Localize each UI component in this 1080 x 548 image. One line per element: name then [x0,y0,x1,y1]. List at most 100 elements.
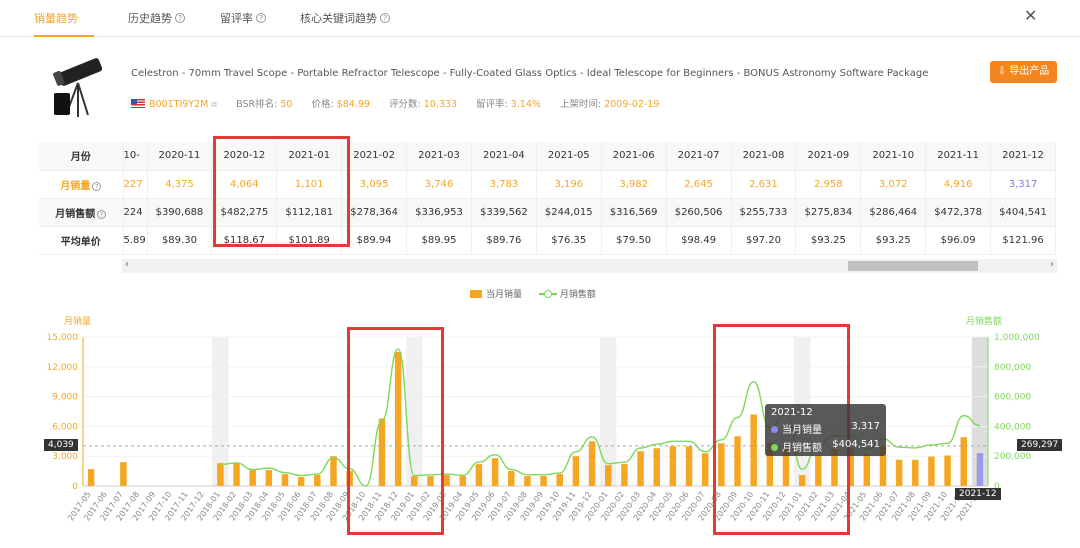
table-cell: $482,275 [211,198,278,227]
bar[interactable] [895,459,903,486]
scroll-left-icon[interactable]: ‹ [125,259,129,270]
bar[interactable] [976,453,984,486]
table-cell: 2021-05 [536,142,602,171]
table-cell: 2,631 [731,170,797,199]
bar[interactable] [508,471,515,486]
bar[interactable] [120,462,127,486]
shaded-band [971,337,988,486]
bar[interactable] [427,476,434,486]
bar[interactable] [556,474,563,486]
bar[interactable] [524,476,531,486]
bar[interactable] [718,443,725,486]
table-cell: $118.67 [211,226,278,255]
bar[interactable] [459,476,467,486]
bar[interactable] [621,464,628,486]
table-row: 平均单价 5.89 $89.30 $118.67 $101.89 $89.94 $89.95… [39,226,1056,255]
table-cell: 2,645 [666,170,732,199]
us-flag-icon [131,99,145,108]
table-cell: -10 [123,142,148,171]
table-cell: 227 [123,170,148,199]
bar[interactable] [297,477,305,486]
bar[interactable] [847,448,854,486]
bar[interactable] [491,458,499,486]
table-cell: 2020-11 [147,142,213,171]
bar[interactable] [685,446,693,486]
table-cell: $76.35 [536,226,602,255]
table-cell: $93.25 [860,226,927,255]
table-cell: 3,746 [406,170,472,199]
bar[interactable] [879,446,887,486]
crosshair-right-label: 269,297 [1017,439,1063,451]
bar[interactable] [314,475,321,486]
review-rate-value: 3.14% [510,99,541,110]
help-icon: ? [175,13,185,23]
review-rate-label: 留评率: [476,99,508,110]
tab-history-trend[interactable]: 历史趋势? [128,10,185,26]
bar[interactable] [831,448,838,486]
bar[interactable] [411,476,418,486]
bar[interactable] [701,453,709,486]
bar[interactable] [394,351,402,486]
bar[interactable] [604,465,612,486]
bar[interactable] [265,470,273,486]
table-cell: 2021-01 [276,142,343,171]
table-cell: 3,072 [860,170,927,199]
asin-link[interactable]: B001TI9Y2M [149,99,209,110]
export-product-button[interactable]: ⇩ 导出产品 [990,61,1057,83]
table-cell: 3,317 [990,170,1056,199]
table-cell: 2021-03 [406,142,472,171]
bar[interactable] [87,469,95,486]
bar[interactable] [249,470,256,486]
table-cell: $79.50 [601,226,667,255]
bar[interactable] [443,475,450,486]
bar[interactable] [653,448,660,486]
bar[interactable] [928,456,935,486]
bar[interactable] [782,445,790,486]
bar[interactable] [330,456,337,486]
close-icon[interactable]: ✕ [1024,6,1038,25]
row-header: 平均单价 [39,226,124,255]
bar[interactable] [766,442,774,486]
table-cell: 2,958 [795,170,862,199]
bar[interactable] [912,459,919,486]
table-cell: $336,953 [406,198,472,227]
table-cell: $89.76 [471,226,537,255]
table-scrollbar[interactable]: ‹ › [122,259,1057,273]
bar[interactable] [346,471,353,486]
bar[interactable] [281,474,289,486]
product-title[interactable]: Celestron - 70mm Travel Scope - Portable… [131,68,929,79]
table-cell: 1,101 [276,170,343,199]
bar[interactable] [960,437,967,486]
legend-revenue[interactable]: 月销售额 [525,290,596,300]
bar[interactable] [637,451,644,486]
table-cell: 3,783 [471,170,537,199]
bar[interactable] [588,441,596,486]
bar[interactable] [734,436,741,486]
table-cell: $112,181 [276,198,343,227]
tab-review-rate[interactable]: 留评率? [220,10,266,26]
y-left-title: 月销量 [64,315,91,327]
bar[interactable] [669,446,677,486]
bar[interactable] [944,455,951,486]
external-link-icon[interactable]: ⧉ [211,100,218,109]
bar[interactable] [798,475,806,486]
scroll-right-icon[interactable]: › [1050,259,1054,270]
bar[interactable] [233,463,240,486]
chart-legend: 当月销量 月销售额 [470,287,596,300]
scroll-thumb[interactable] [848,261,978,271]
bar[interactable] [863,454,871,486]
tab-core-keyword-trend[interactable]: 核心关键词趋势? [300,10,390,26]
table-cell: $339,562 [471,198,537,227]
tab-sales-trend[interactable]: 销量趋势 [34,0,94,37]
bar[interactable] [815,455,822,486]
bar[interactable] [475,464,483,486]
table-cell: 5.89 [123,226,148,255]
legend-units[interactable]: 当月销量 [470,290,522,300]
bar[interactable] [750,414,757,486]
bar[interactable] [217,463,224,486]
bar[interactable] [378,418,386,486]
bar[interactable] [540,476,547,486]
help-icon: ? [380,13,390,23]
bar[interactable] [572,456,580,486]
price-value: $84.99 [336,99,370,110]
